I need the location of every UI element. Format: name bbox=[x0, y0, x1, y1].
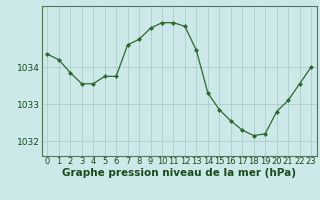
X-axis label: Graphe pression niveau de la mer (hPa): Graphe pression niveau de la mer (hPa) bbox=[62, 168, 296, 178]
